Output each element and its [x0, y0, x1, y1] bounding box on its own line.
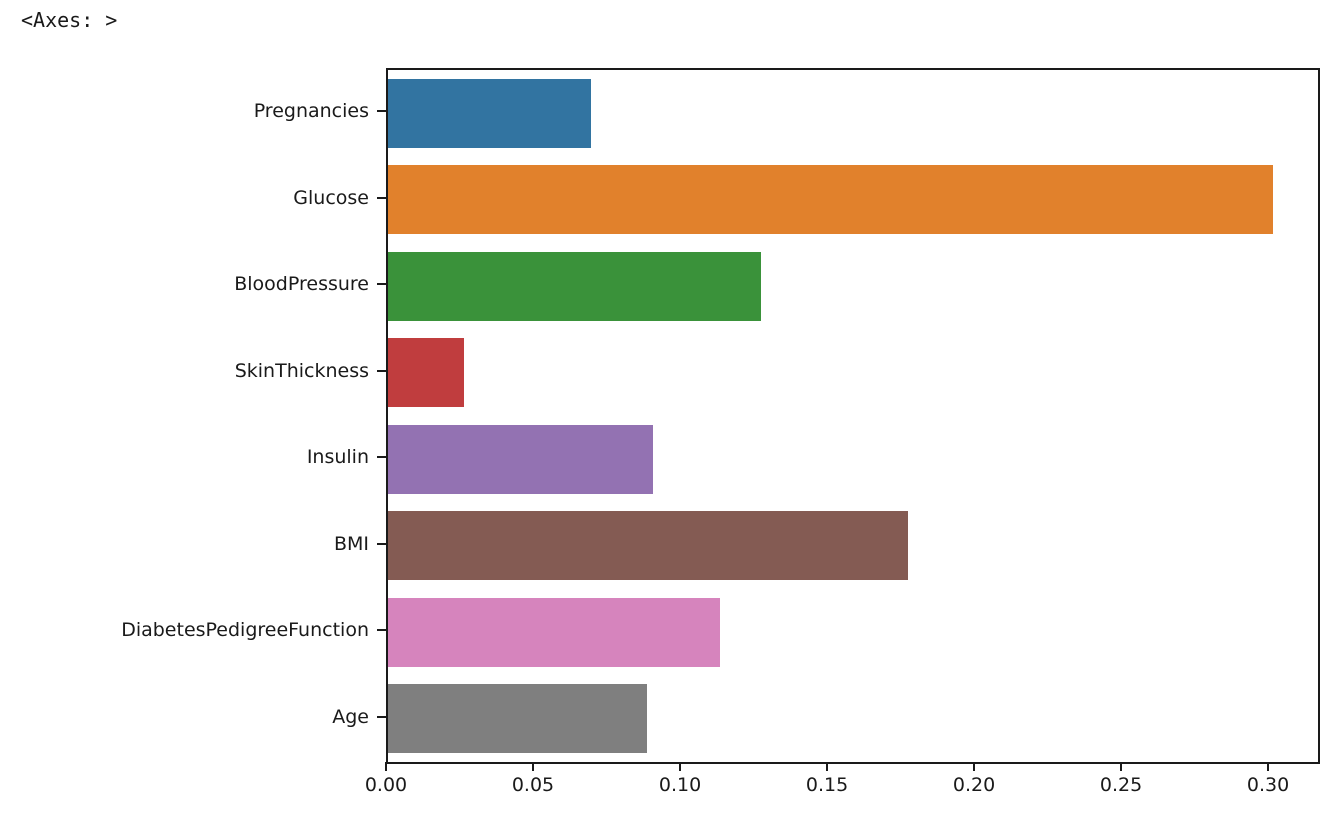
- x-tick-label-0.10: 0.10: [658, 774, 702, 796]
- plot-area: [386, 68, 1320, 764]
- bar-BloodPressure: [388, 251, 762, 321]
- y-tick-label-Pregnancies: Pregnancies: [253, 100, 369, 123]
- bar-DiabetesPedigreeFunction: [388, 597, 721, 667]
- bar-SkinThickness: [388, 338, 465, 408]
- y-tick-label-SkinThickness: SkinThickness: [234, 359, 369, 382]
- x-tick-label-0.15: 0.15: [805, 774, 849, 796]
- axes-repr-text: <Axes: >: [21, 8, 118, 32]
- y-tick-mark: [377, 196, 386, 199]
- y-tick-mark: [377, 629, 386, 632]
- y-tick-mark: [377, 369, 386, 372]
- y-tick-label-DiabetesPedigreeFunction: DiabetesPedigreeFunction: [121, 619, 369, 642]
- y-tick-label-Age: Age: [332, 705, 369, 728]
- x-tick-mark: [1267, 762, 1270, 771]
- y-tick-label-Insulin: Insulin: [306, 446, 369, 469]
- y-tick-mark: [377, 283, 386, 286]
- x-tick-mark: [973, 762, 976, 771]
- bar-Insulin: [388, 424, 653, 494]
- x-tick-label-0.00: 0.00: [364, 774, 408, 796]
- y-tick-mark: [377, 715, 386, 718]
- y-tick-mark: [377, 542, 386, 545]
- x-tick-mark: [385, 762, 387, 771]
- y-tick-label-BloodPressure: BloodPressure: [234, 273, 369, 296]
- x-tick-mark: [1120, 762, 1123, 771]
- bar-Glucose: [388, 165, 1273, 235]
- x-tick-mark: [826, 762, 829, 771]
- y-tick-label-Glucose: Glucose: [293, 186, 369, 209]
- bar-Age: [388, 684, 647, 754]
- bar-BMI: [388, 511, 909, 581]
- y-tick-mark: [377, 110, 386, 113]
- y-tick-label-BMI: BMI: [333, 532, 369, 555]
- x-tick-mark: [532, 762, 534, 771]
- y-tick-mark: [377, 456, 386, 459]
- bar-Pregnancies: [388, 78, 591, 148]
- x-tick-label-0.05: 0.05: [511, 774, 555, 796]
- x-tick-label-0.25: 0.25: [1099, 774, 1143, 796]
- x-tick-mark: [679, 762, 682, 771]
- x-tick-label-0.30: 0.30: [1246, 774, 1290, 796]
- x-tick-label-0.20: 0.20: [952, 774, 996, 796]
